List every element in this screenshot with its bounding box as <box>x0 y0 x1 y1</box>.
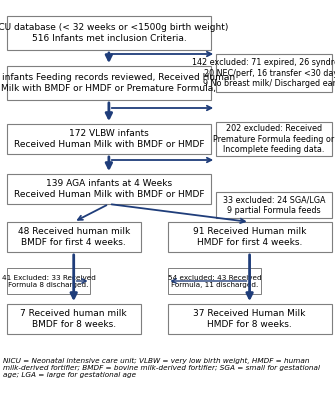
Text: 33 excluded: 24 SGA/LGA
9 partial Formula feeds: 33 excluded: 24 SGA/LGA 9 partial Formul… <box>223 195 325 215</box>
FancyBboxPatch shape <box>7 304 141 334</box>
FancyBboxPatch shape <box>168 304 332 334</box>
Text: 374 infants Feeding records reviewed, Received Human
Milk with BMDF or HMDF or P: 374 infants Feeding records reviewed, Re… <box>0 73 236 93</box>
Text: 142 excluded: 71 expired, 26 syndromic,
20 NEC/perf, 16 transfer <30 days,
9 No : 142 excluded: 71 expired, 26 syndromic, … <box>192 58 335 88</box>
Text: 7 Received human milk
BMDF for 8 weeks.: 7 Received human milk BMDF for 8 weeks. <box>20 309 127 329</box>
FancyBboxPatch shape <box>7 66 211 100</box>
Text: NICU = Neonatal intensive care unit; VLBW = very low birth weight, HMDF = human
: NICU = Neonatal intensive care unit; VLB… <box>3 358 320 378</box>
FancyBboxPatch shape <box>7 124 211 154</box>
FancyBboxPatch shape <box>7 268 90 294</box>
Text: 54 excluded: 43 Received
Formula, 11 discharged.: 54 excluded: 43 Received Formula, 11 dis… <box>168 274 261 288</box>
FancyBboxPatch shape <box>216 54 332 92</box>
FancyBboxPatch shape <box>7 174 211 204</box>
FancyBboxPatch shape <box>168 268 261 294</box>
Text: 91 Received Human milk
HMDF for first 4 weeks.: 91 Received Human milk HMDF for first 4 … <box>193 227 306 247</box>
Text: 37 Received Human Milk
HMDF for 8 weeks.: 37 Received Human Milk HMDF for 8 weeks. <box>193 309 306 329</box>
Text: 48 Received human milk
BMDF for first 4 weeks.: 48 Received human milk BMDF for first 4 … <box>17 227 130 247</box>
Text: 139 AGA infants at 4 Weeks
Received Human Milk with BMDF or HMDF: 139 AGA infants at 4 Weeks Received Huma… <box>14 179 204 199</box>
FancyBboxPatch shape <box>7 222 141 252</box>
FancyBboxPatch shape <box>168 222 332 252</box>
FancyBboxPatch shape <box>216 192 332 218</box>
FancyBboxPatch shape <box>7 16 211 50</box>
Text: 172 VLBW infants
Received Human Milk with BMDF or HMDF: 172 VLBW infants Received Human Milk wit… <box>14 129 204 149</box>
FancyBboxPatch shape <box>216 122 332 156</box>
Text: 202 excluded: Received
Premature Formula feeding or
Incomplete feeding data.: 202 excluded: Received Premature Formula… <box>213 124 334 154</box>
Text: NICU database (< 32 weeks or <1500g birth weight)
516 Infants met inclusion Crit: NICU database (< 32 weeks or <1500g birt… <box>0 23 228 43</box>
Text: 41 Excluded: 33 Received
Formula 8 discharged.: 41 Excluded: 33 Received Formula 8 disch… <box>2 274 95 288</box>
